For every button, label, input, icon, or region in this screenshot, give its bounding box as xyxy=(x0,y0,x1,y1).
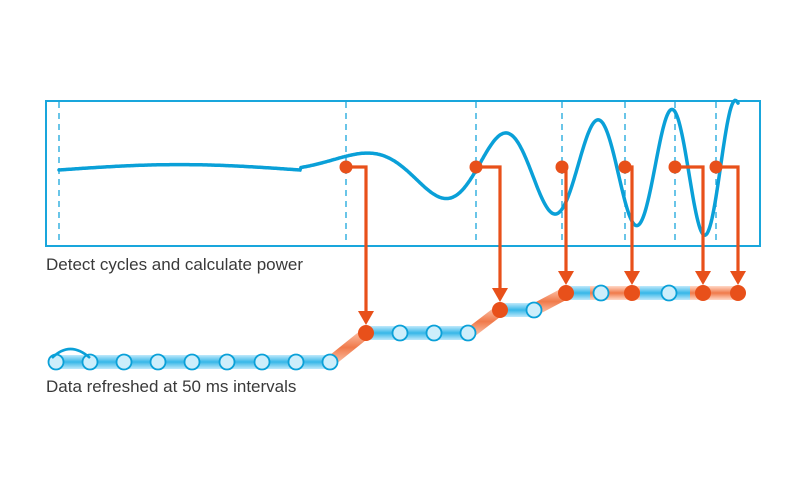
detection-point-icon xyxy=(339,160,353,174)
down-arrow-icon xyxy=(558,271,574,285)
down-arrow-icon xyxy=(730,271,746,285)
sample-node-icon xyxy=(115,353,133,371)
data-refresh-caption: Data refreshed at 50 ms intervals xyxy=(46,377,297,396)
detection-point-icon xyxy=(469,160,483,174)
data-point-icon xyxy=(624,285,640,301)
detection-arrows xyxy=(339,160,746,341)
down-arrow-icon xyxy=(624,271,640,285)
waveform-frame xyxy=(45,100,761,247)
detection-line xyxy=(716,165,740,273)
sample-node-icon xyxy=(660,284,678,302)
down-arrow-icon xyxy=(695,271,711,285)
track-segment xyxy=(366,326,470,340)
detection-line xyxy=(625,165,634,273)
sample-node-icon xyxy=(47,353,65,371)
detect-cycles-caption: Detect cycles and calculate power xyxy=(46,255,304,274)
detection-point-icon xyxy=(618,160,632,174)
data-point-icon xyxy=(730,285,746,301)
detection-line xyxy=(675,165,705,273)
detection-point-icon xyxy=(555,160,569,174)
sample-node-icon xyxy=(253,353,271,371)
track-segment xyxy=(500,303,534,317)
data-track xyxy=(47,284,740,371)
sample-node-icon xyxy=(525,301,543,319)
detection-point-icon xyxy=(668,160,682,174)
start-loop xyxy=(51,347,91,359)
down-arrow-icon xyxy=(358,311,374,325)
detection-line xyxy=(476,165,502,290)
track-transition xyxy=(330,326,366,369)
sample-node-icon xyxy=(391,324,409,342)
signal-waveform xyxy=(57,98,740,237)
sample-node-icon xyxy=(459,324,477,342)
sample-node-icon xyxy=(592,284,610,302)
detection-line xyxy=(346,165,368,313)
data-point-icon xyxy=(492,302,508,318)
data-point-icon xyxy=(558,285,574,301)
sample-node-icon xyxy=(218,353,236,371)
sample-node-icon xyxy=(81,353,99,371)
sample-node-icon xyxy=(287,353,305,371)
sample-node-icon xyxy=(425,324,443,342)
sample-node-icon xyxy=(321,353,339,371)
sample-node-icon xyxy=(183,353,201,371)
data-point-icon xyxy=(358,325,374,341)
sample-node-icon xyxy=(149,353,167,371)
down-arrow-icon xyxy=(492,288,508,302)
detection-point-icon xyxy=(709,160,723,174)
data-point-icon xyxy=(695,285,711,301)
